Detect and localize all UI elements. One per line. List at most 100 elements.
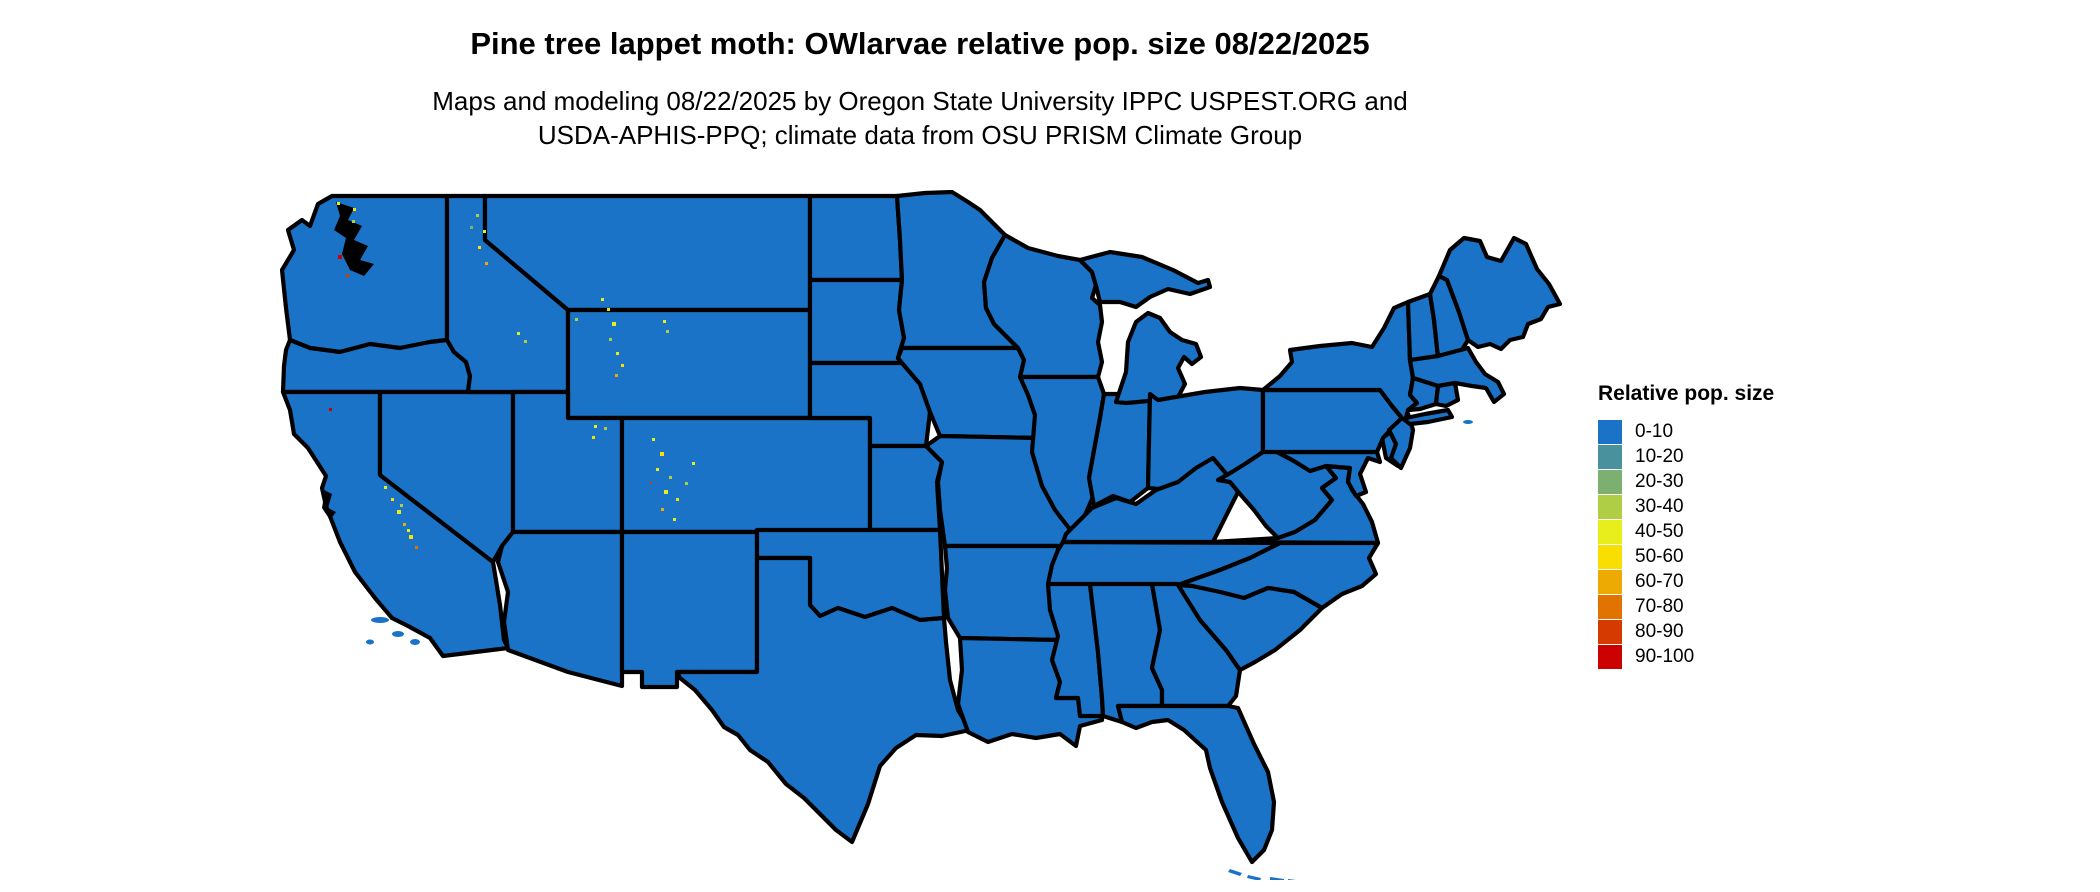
legend-swatch xyxy=(1598,419,1622,444)
state-kansas xyxy=(867,443,945,533)
hotspot-pixel xyxy=(397,510,401,514)
subtitle-line-2: USDA-APHIS-PPQ; climate data from OSU PR… xyxy=(537,120,1303,150)
hotspot-pixel xyxy=(601,298,604,301)
state-south-carolina xyxy=(1175,582,1325,673)
legend-label: 40-50 xyxy=(1635,520,1684,542)
florida-keys xyxy=(1228,869,1296,880)
hotspot-pixel xyxy=(352,220,355,223)
state-maryland xyxy=(1274,449,1383,499)
san-francisco-bay-inlet xyxy=(320,488,336,520)
map-subtitle: Maps and modeling 08/22/2025 by Oregon S… xyxy=(432,84,1408,152)
state-rhode-island xyxy=(1433,380,1461,409)
hotspot-pixel xyxy=(329,408,332,411)
hotspot-pixel xyxy=(656,468,659,471)
legend-row: 20-30 xyxy=(1598,469,1774,494)
coastal-islands xyxy=(366,420,1473,880)
legend-row: 50-60 xyxy=(1598,544,1774,569)
long-island-shoal xyxy=(1463,420,1473,424)
hotspot-pixel xyxy=(652,438,655,441)
legend-swatch xyxy=(1598,594,1622,619)
legend-swatch xyxy=(1598,644,1622,669)
hotspot-speckles-layer xyxy=(329,202,695,549)
legend-label: 20-30 xyxy=(1635,470,1684,492)
hotspot-pixel xyxy=(483,230,486,233)
hotspot-pixel xyxy=(607,308,610,311)
state-north-dakota xyxy=(807,193,905,283)
hotspot-pixel xyxy=(415,546,418,549)
hotspot-pixel xyxy=(337,202,340,205)
hotspot-pixel xyxy=(384,486,387,489)
legend-swatch xyxy=(1598,444,1622,469)
legend: Relative pop. size 0-10 10-20 20-30 30-40 40… xyxy=(1598,382,1774,669)
page-title: Pine tree lappet moth: OWlarvae relative… xyxy=(470,26,1370,61)
hotspot-pixel xyxy=(470,226,473,229)
legend-row: 80-90 xyxy=(1598,619,1774,644)
legend-row: 70-80 xyxy=(1598,594,1774,619)
channel-island xyxy=(410,639,420,645)
hotspot-pixel xyxy=(663,320,666,323)
state-south-dakota xyxy=(807,277,907,366)
hotspot-pixel xyxy=(669,476,672,479)
legend-label: 80-90 xyxy=(1635,620,1684,642)
legend-label: 30-40 xyxy=(1635,495,1684,517)
subtitle-line-1: Maps and modeling 08/22/2025 by Oregon S… xyxy=(432,86,1408,116)
legend-label: 0-10 xyxy=(1635,420,1674,442)
legend-row: 0-10 xyxy=(1598,419,1774,444)
hotspot-pixel xyxy=(592,436,595,439)
state-colorado xyxy=(619,415,873,535)
legend-rows: 0-10 10-20 20-30 30-40 40-50 50-60 60-70 70-80 8… xyxy=(1598,419,1774,669)
hotspot-pixel xyxy=(666,330,669,333)
state-michigan-upper xyxy=(1077,249,1213,310)
hotspot-pixel xyxy=(692,462,695,465)
hotspot-pixel xyxy=(609,338,612,341)
state-florida xyxy=(1115,703,1277,865)
legend-label: 50-60 xyxy=(1635,545,1684,567)
state-alabama xyxy=(1087,581,1165,725)
hotspot-pixel xyxy=(650,482,652,484)
hotspot-pixel xyxy=(400,504,403,507)
hotspot-pixel xyxy=(604,427,607,430)
state-connecticut xyxy=(1405,375,1441,413)
hotspot-pixel xyxy=(661,508,664,511)
hotspot-pixel xyxy=(338,255,342,259)
legend-label: 70-80 xyxy=(1635,595,1684,617)
legend-swatch xyxy=(1598,569,1622,594)
hotspot-pixel xyxy=(391,498,394,501)
hotspot-pixel xyxy=(660,452,664,456)
legend-swatch xyxy=(1598,469,1622,494)
hotspot-pixel xyxy=(676,498,679,501)
hotspot-pixel xyxy=(621,364,624,367)
state-arizona xyxy=(495,529,625,689)
hotspot-pixel xyxy=(353,208,356,211)
hotspot-pixel xyxy=(575,318,578,321)
hotspot-pixel xyxy=(485,262,488,265)
legend-label: 10-20 xyxy=(1635,445,1684,467)
legend-row: 60-70 xyxy=(1598,569,1774,594)
hotspot-pixel xyxy=(664,490,668,494)
hotspot-pixel xyxy=(346,274,349,277)
hotspot-pixel xyxy=(685,482,688,485)
hotspot-pixel xyxy=(612,322,616,326)
hotspot-pixel xyxy=(524,340,527,343)
legend-row: 10-20 xyxy=(1598,444,1774,469)
hotspot-pixel xyxy=(476,214,479,217)
hotspot-pixel xyxy=(517,332,520,335)
state-texas xyxy=(674,555,973,845)
legend-label: 60-70 xyxy=(1635,570,1684,592)
legend-label: 90-100 xyxy=(1635,645,1695,667)
channel-island xyxy=(366,639,374,645)
state-new-mexico xyxy=(619,529,760,690)
legend-swatch xyxy=(1598,619,1622,644)
legend-swatch xyxy=(1598,519,1622,544)
channel-island xyxy=(371,617,389,623)
legend-row: 40-50 xyxy=(1598,519,1774,544)
state-wyoming xyxy=(565,307,813,421)
channel-island xyxy=(392,631,404,637)
state-oregon xyxy=(280,337,473,395)
state-maine xyxy=(1436,235,1563,352)
puget-sound-inlet xyxy=(334,202,374,276)
legend-swatch xyxy=(1598,544,1622,569)
state-pennsylvania xyxy=(1260,387,1405,455)
legend-row: 90-100 xyxy=(1598,644,1774,669)
